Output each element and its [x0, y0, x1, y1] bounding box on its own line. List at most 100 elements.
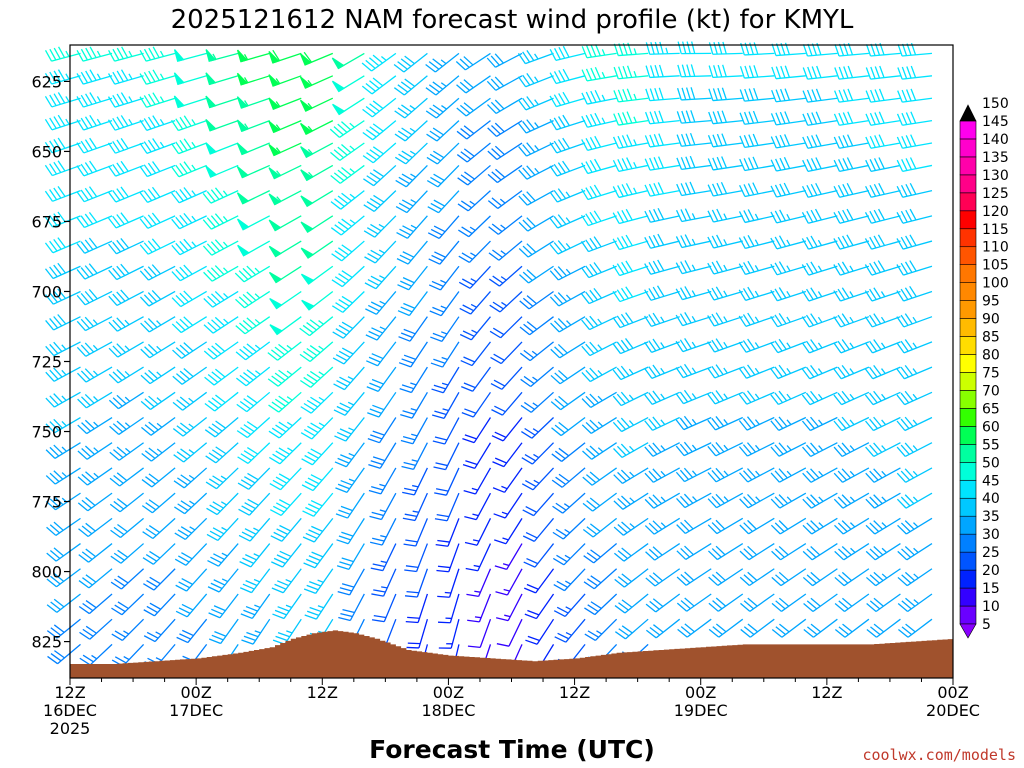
wind-barb — [802, 88, 838, 103]
colorbar-segment — [959, 210, 977, 230]
wind-barb — [173, 95, 207, 109]
wind-barb — [487, 97, 523, 114]
colorbar-label: 5 — [982, 617, 991, 633]
wind-barb — [206, 517, 239, 541]
wind-barb — [236, 119, 270, 133]
wind-barb — [331, 240, 365, 262]
wind-barb — [465, 543, 492, 572]
colorbar-segment — [959, 228, 977, 248]
wind-barb — [738, 364, 775, 379]
terrain-fill — [70, 630, 953, 678]
wind-barb — [739, 492, 775, 509]
wind-barb — [675, 363, 712, 379]
wind-barb — [801, 313, 838, 328]
wind-barb — [171, 115, 207, 132]
wind-barb — [269, 492, 302, 517]
wind-barb — [801, 390, 838, 406]
wind-barb — [802, 111, 838, 126]
colorbar-label: 55 — [982, 437, 1000, 453]
wind-barb — [707, 492, 744, 509]
wind-barb — [330, 142, 365, 161]
wind-barb — [333, 391, 365, 416]
wind-barb — [46, 618, 81, 639]
wind-barb — [549, 240, 586, 255]
x-tick-label: 12Z — [307, 683, 338, 702]
wind-barb — [435, 518, 460, 547]
wind-barb — [108, 263, 144, 281]
wind-barb — [522, 492, 555, 517]
wind-barb — [865, 88, 901, 103]
wind-barb — [271, 568, 302, 594]
wind-barb — [334, 417, 365, 442]
wind-barb — [644, 207, 680, 223]
wind-barb — [675, 389, 712, 405]
wind-barb — [803, 618, 838, 638]
wind-barb — [76, 46, 113, 62]
wind-barb — [708, 41, 743, 55]
wind-barb — [493, 492, 523, 519]
wind-barb — [833, 467, 870, 483]
wind-barb — [897, 88, 933, 103]
wind-barb — [489, 316, 523, 339]
wind-barb — [896, 390, 933, 406]
source-credit: coolwx.com/models — [862, 746, 1016, 764]
wind-barb — [206, 492, 239, 516]
wind-barb — [426, 164, 460, 188]
wind-barb — [45, 314, 81, 331]
wind-barb — [612, 260, 649, 277]
wind-barb — [487, 190, 523, 209]
wind-barb — [77, 492, 113, 512]
wind-barb — [361, 75, 397, 95]
wind-barb — [519, 265, 554, 284]
wind-barb — [430, 316, 460, 342]
wind-barb — [676, 543, 712, 560]
wind-barb — [518, 164, 554, 180]
wind-barb — [581, 158, 617, 175]
wind-barb — [771, 88, 806, 103]
wind-barb — [739, 517, 775, 535]
wind-barb — [362, 142, 397, 164]
wind-barb — [740, 42, 775, 56]
x-tick-label: 18DEC — [421, 701, 475, 720]
wind-barb — [897, 593, 933, 613]
wind-barb — [865, 134, 901, 149]
wind-barb — [518, 240, 554, 258]
colorbar-segment — [959, 156, 977, 176]
wind-barb — [108, 341, 144, 358]
x-tick-label: 12Z — [54, 683, 85, 702]
wind-barb — [142, 543, 176, 565]
wind-barb — [897, 517, 933, 535]
wind-barb — [79, 643, 113, 666]
wind-barb — [139, 69, 176, 85]
wind-barb — [865, 467, 901, 483]
wind-barb — [272, 593, 302, 620]
wind-barb — [338, 593, 365, 622]
wind-barb — [896, 442, 933, 457]
x-tick-label: 00Z — [180, 683, 211, 702]
wind-barb — [362, 97, 397, 118]
wind-barb — [644, 233, 680, 249]
wind-barb — [644, 156, 680, 171]
wind-barb — [76, 92, 113, 108]
wind-barb — [896, 134, 933, 149]
wind-barb — [45, 416, 81, 434]
wind-barb — [237, 240, 271, 257]
wind-barb — [492, 442, 523, 468]
wind-barb — [676, 593, 712, 612]
wind-barb — [675, 260, 712, 275]
wind-barb — [865, 543, 901, 561]
wind-barb — [549, 188, 586, 203]
wind-barb — [208, 593, 239, 619]
wind-barb — [208, 618, 239, 645]
x-tick-label: 16DEC — [43, 701, 97, 720]
wind-barb — [79, 618, 113, 640]
wind-barb — [434, 492, 460, 522]
x-tick-label: 20DEC — [926, 701, 980, 720]
wind-barb — [770, 156, 806, 172]
wind-barb — [467, 593, 492, 623]
wind-barb — [833, 442, 870, 457]
colorbar-label: 75 — [982, 365, 1000, 381]
wind-barb — [236, 190, 271, 205]
colorbar-label: 85 — [982, 330, 1000, 346]
wind-barb — [436, 543, 460, 573]
